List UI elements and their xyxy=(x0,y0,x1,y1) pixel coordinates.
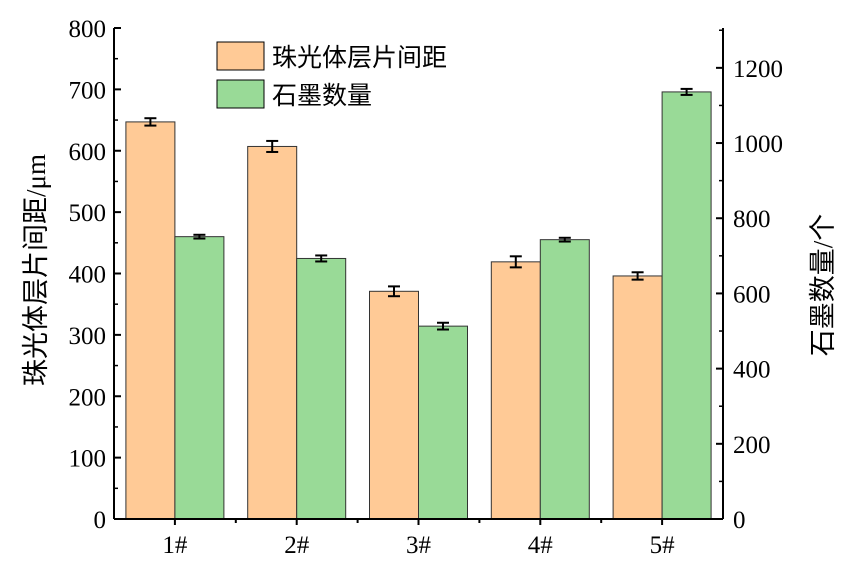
y-left-tick-label-8: 800 xyxy=(69,16,107,43)
y-left-tick-label-1: 100 xyxy=(69,446,107,473)
axes-layer xyxy=(113,27,724,525)
bar-pearlite-1 xyxy=(125,121,176,520)
error-bars-layer xyxy=(144,87,693,331)
y-right-tick-label-3: 600 xyxy=(733,281,771,308)
x-tick-label-1: 1# xyxy=(162,532,188,559)
y-axis-left-title: 珠光体层片间距/μm xyxy=(21,154,51,386)
legend-label-pearlite: 珠光体层片间距 xyxy=(272,44,447,72)
bar-pearlite-2 xyxy=(247,145,298,520)
bar-graphite-2 xyxy=(296,257,347,520)
y-right-tick-label-6: 1200 xyxy=(733,56,783,83)
x-tick-label-3: 3# xyxy=(406,532,432,559)
y-right-tick-label-1: 200 xyxy=(733,432,771,459)
legend-swatch-graphite xyxy=(216,79,265,109)
x-tick-label-4: 4# xyxy=(528,532,554,559)
legend-label-graphite: 石墨数量 xyxy=(272,82,372,110)
bar-pearlite-3 xyxy=(369,290,419,520)
y-left-tick-label-2: 200 xyxy=(69,384,107,411)
legend-swatch-pearlite xyxy=(216,41,265,71)
y-right-tick-label-5: 1000 xyxy=(733,131,783,158)
y-left-tick-label-7: 700 xyxy=(69,77,107,104)
bar-graphite-3 xyxy=(418,325,468,520)
bar-pearlite-4 xyxy=(490,261,541,520)
bar-pearlite-5 xyxy=(612,275,663,520)
y-right-tick-label-2: 400 xyxy=(733,357,771,384)
y-axis-right-title: 石墨数量/个 xyxy=(808,214,838,357)
bar-graphite-5 xyxy=(661,91,712,520)
y-right-tick-label-0: 0 xyxy=(733,507,746,534)
x-tick-label-5: 5# xyxy=(650,532,676,559)
y-right-tick-label-4: 800 xyxy=(733,206,771,233)
legend: 珠光体层片间距 石墨数量 xyxy=(216,41,447,110)
x-tick-label-2: 2# xyxy=(284,532,310,559)
y-left-tick-label-6: 600 xyxy=(69,139,107,166)
bar-graphite-4 xyxy=(539,239,590,520)
y-left-tick-label-4: 400 xyxy=(69,262,107,289)
bars-layer xyxy=(125,91,712,520)
y-left-tick-label-5: 500 xyxy=(69,200,107,227)
bar-graphite-1 xyxy=(174,236,225,520)
tick-labels-layer: 1# 2# 3# 4# 5# 0 100 200 300 400 500 600 700 800 0 200 4… xyxy=(69,16,784,559)
y-left-tick-label-0: 0 xyxy=(94,507,107,534)
y-left-tick-label-3: 300 xyxy=(69,323,107,350)
